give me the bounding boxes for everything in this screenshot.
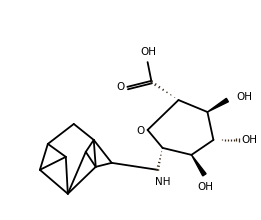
Text: NH: NH xyxy=(155,177,170,187)
Text: OH: OH xyxy=(197,182,213,192)
Text: O: O xyxy=(117,82,125,92)
Text: OH: OH xyxy=(241,135,257,145)
Text: OH: OH xyxy=(236,92,252,102)
Polygon shape xyxy=(207,98,228,112)
Text: O: O xyxy=(137,126,145,136)
Text: OH: OH xyxy=(141,47,157,57)
Polygon shape xyxy=(192,155,206,176)
